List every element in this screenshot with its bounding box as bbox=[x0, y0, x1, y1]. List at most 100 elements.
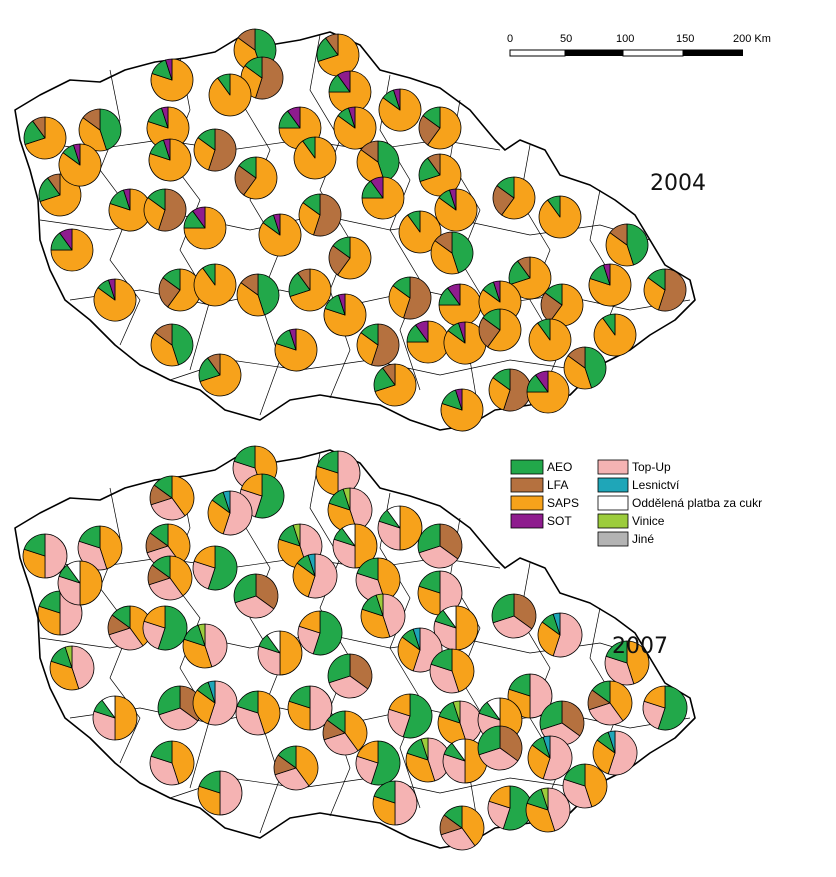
pie-slice-aeo bbox=[111, 605, 131, 629]
pie-slice-saps bbox=[192, 689, 216, 725]
legend-swatch bbox=[510, 513, 544, 529]
pie-slice-aeo bbox=[207, 545, 238, 591]
pie-slice-saps bbox=[183, 206, 227, 250]
pie-slice-sot bbox=[348, 106, 356, 129]
pie-marker bbox=[207, 490, 253, 536]
pie-marker bbox=[562, 763, 608, 809]
pie-slice-aeo bbox=[157, 685, 181, 716]
pie-slice-aeo bbox=[78, 525, 101, 549]
pie-slice-saps bbox=[488, 377, 511, 411]
pie-marker bbox=[355, 740, 401, 786]
pie-slice-top bbox=[309, 685, 333, 731]
legend-swatch bbox=[597, 459, 629, 475]
pie-slice-aeo bbox=[236, 690, 259, 714]
pie-slice-saps bbox=[419, 153, 462, 197]
pie-slice-aeo bbox=[332, 236, 351, 259]
pie-slice-saps bbox=[298, 202, 321, 236]
pie-marker bbox=[434, 188, 478, 232]
pie-marker bbox=[316, 33, 360, 77]
pie-marker bbox=[148, 138, 192, 182]
pie-slice-saps bbox=[193, 137, 216, 171]
pie-slice-saps bbox=[626, 640, 650, 685]
pie-slice-sot bbox=[338, 293, 346, 316]
pie-slice-sot bbox=[455, 388, 463, 411]
pie-slice-lfa bbox=[499, 725, 523, 762]
pie-slice-top bbox=[442, 753, 466, 784]
pie-slice-saps bbox=[24, 116, 67, 160]
pie-slice-saps bbox=[430, 240, 459, 275]
pie-slice-saps bbox=[79, 560, 103, 606]
pie-slice-aeo bbox=[360, 323, 379, 346]
pie-marker bbox=[492, 176, 536, 220]
pie-slice-sot bbox=[123, 188, 131, 211]
pie-slice-aeo bbox=[544, 283, 563, 306]
pie-marker bbox=[487, 785, 533, 831]
pie-marker bbox=[429, 648, 475, 694]
pie-marker bbox=[361, 176, 405, 220]
pie-marker bbox=[430, 231, 474, 275]
pie-slice-lfa bbox=[561, 700, 585, 737]
pie-slice-saps bbox=[388, 285, 411, 319]
pie-slice-aeo bbox=[422, 106, 441, 129]
pie-marker bbox=[192, 680, 238, 726]
pie-slice-saps bbox=[609, 680, 633, 722]
pie-slice-aeo bbox=[647, 268, 666, 291]
pie-marker bbox=[233, 573, 279, 619]
pie-slice-saps bbox=[150, 332, 179, 367]
pie-slice-lfa bbox=[427, 153, 441, 176]
pie-slice-saps bbox=[287, 700, 311, 731]
pie-slice-aeo bbox=[492, 368, 511, 391]
pie-marker bbox=[143, 188, 187, 232]
scale-tick-label: 0 bbox=[507, 33, 513, 45]
pie-slice-lfa bbox=[434, 231, 453, 254]
pie-marker bbox=[58, 143, 102, 187]
pie-marker bbox=[297, 610, 343, 656]
pie-slice-top bbox=[234, 595, 275, 619]
pie-slice-sot bbox=[161, 106, 169, 129]
pie-slice-saps bbox=[427, 106, 462, 150]
pie-slice-lfa bbox=[360, 140, 379, 163]
pie-slice-top bbox=[394, 780, 418, 826]
pie-slice-les bbox=[207, 680, 216, 704]
pie-marker bbox=[538, 195, 582, 239]
pie-slice-saps bbox=[197, 785, 221, 816]
pie-slice-aeo bbox=[151, 555, 171, 579]
pie-slice-aeo bbox=[477, 725, 501, 756]
legend-item-sugar-payment: Oddělená platba za cukr bbox=[597, 495, 762, 511]
pie-slice-lfa bbox=[418, 115, 441, 146]
pie-slice-saps bbox=[257, 690, 281, 735]
pie-slice-aeo bbox=[147, 188, 166, 211]
pie-slice-lfa bbox=[513, 593, 537, 630]
pie-slice-saps bbox=[243, 156, 278, 200]
pie-slice-sot bbox=[337, 70, 351, 93]
pie-slice-saps bbox=[374, 363, 417, 407]
pie-slice-saps bbox=[563, 355, 592, 390]
pie-marker bbox=[418, 153, 462, 197]
pie-marker bbox=[356, 323, 400, 367]
pie-slice-top bbox=[604, 655, 635, 686]
pie-marker bbox=[443, 321, 487, 365]
scale-bar-segment bbox=[622, 49, 684, 57]
pie-slice-top bbox=[274, 767, 310, 791]
pie-slice-sot bbox=[535, 370, 549, 393]
pie-marker bbox=[398, 210, 442, 254]
pie-slice-top bbox=[328, 675, 369, 699]
pie-marker bbox=[146, 106, 190, 150]
pie-slice-saps bbox=[488, 785, 511, 809]
pie-slice-saps bbox=[643, 685, 666, 709]
pie-marker bbox=[333, 106, 377, 150]
pie-marker bbox=[78, 108, 122, 152]
pie-slice-lfa bbox=[158, 277, 181, 308]
pie-slice-lfa bbox=[492, 185, 515, 216]
legend-item-lfa: LFA bbox=[510, 477, 568, 493]
pie-marker bbox=[288, 268, 332, 312]
pie-slice-lfa bbox=[32, 116, 46, 139]
pie-slice-top bbox=[542, 735, 573, 781]
pie-slice-aeo bbox=[451, 231, 474, 274]
pie-slice-aeo bbox=[418, 570, 441, 594]
pie-slice-saps bbox=[143, 197, 166, 231]
pie-slice-top bbox=[158, 707, 199, 731]
pie-marker bbox=[327, 653, 373, 699]
pie-slice-lfa bbox=[207, 353, 221, 376]
